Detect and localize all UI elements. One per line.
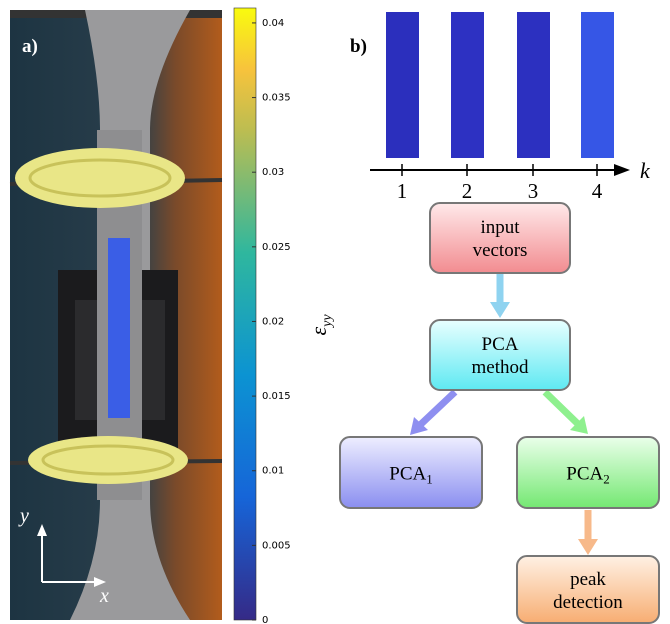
strain-strip: [386, 12, 419, 158]
tick-label: 3: [528, 179, 539, 203]
tick-label: 0.01: [262, 466, 284, 477]
node-box: [429, 319, 571, 391]
subscript: yy: [320, 314, 335, 329]
node-box: [516, 555, 660, 624]
flow-arrows: [410, 274, 598, 555]
axis-label: k: [640, 158, 651, 183]
tick-label: 0.025: [262, 242, 291, 253]
panel-label: b): [350, 36, 367, 57]
tick-label: 0.005: [262, 540, 291, 551]
tick-label: 0.04: [262, 18, 284, 29]
tick-label: 0.015: [262, 391, 291, 402]
panel-label: a): [22, 36, 38, 57]
arrowhead: [614, 164, 630, 176]
label-line: peak: [570, 569, 606, 590]
tick-label: 0.02: [262, 316, 284, 327]
strain-strip: [517, 12, 550, 158]
tick-label: 2: [462, 179, 473, 203]
label-line: method: [472, 357, 529, 378]
label-line: PCA: [482, 334, 519, 355]
label-line: input: [480, 217, 520, 238]
axis-label: y: [18, 505, 29, 527]
node-box: [339, 436, 483, 509]
photo: [9, 10, 223, 620]
node-label: PCA method: [472, 334, 529, 378]
label: PCA: [566, 464, 603, 485]
label-line: detection: [553, 592, 623, 613]
node-label: PCA2: [566, 464, 609, 487]
tick-label: 4: [592, 179, 603, 203]
subscript: 1: [426, 472, 433, 487]
node-label: input vectors: [473, 217, 528, 261]
node-box: [429, 202, 571, 274]
label: PCA: [389, 464, 426, 485]
node-label: PCA1: [389, 464, 432, 487]
node-label: peak detection: [553, 569, 623, 613]
tick-label: 1: [397, 179, 408, 203]
strain-strip: [581, 12, 614, 158]
axis-label: x: [99, 585, 109, 607]
colorbar: [233, 7, 257, 621]
node-box: [516, 436, 660, 509]
tick-label: 0.035: [262, 93, 291, 104]
tick-label: 0: [262, 615, 268, 624]
tick-label: 0.03: [262, 167, 284, 178]
subscript: 2: [603, 472, 610, 487]
label-line: vectors: [473, 240, 528, 261]
symbol: ε: [306, 327, 331, 336]
strain-strip: [451, 12, 484, 158]
colorbar-label: εyy: [306, 314, 335, 336]
